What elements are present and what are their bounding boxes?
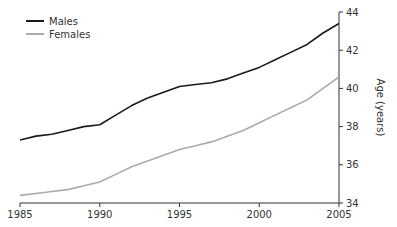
chart: 1985 1990 1995 2000 200534 36 38 40 42 44 Age (yea… xyxy=(0,0,397,227)
y-tick xyxy=(339,12,343,13)
legend-label: Males xyxy=(49,16,78,27)
y-axis-line xyxy=(339,12,340,203)
plot-area xyxy=(20,23,339,195)
legend: Males Females xyxy=(26,16,90,40)
x-tick xyxy=(20,203,21,207)
y-tick xyxy=(339,164,343,165)
x-tick-label: 2005 xyxy=(326,209,351,220)
y-tick-label: 36 xyxy=(346,159,359,170)
y-tick-label: 38 xyxy=(346,121,359,132)
x-tick xyxy=(179,203,180,207)
x-tick xyxy=(339,203,340,207)
y-tick xyxy=(339,50,343,51)
y-tick xyxy=(339,203,343,204)
series-line xyxy=(20,77,339,195)
x-tick-label: 1995 xyxy=(167,209,192,220)
legend-swatch xyxy=(26,20,44,22)
x-tick-label: 1990 xyxy=(87,209,112,220)
y-tick-label: 40 xyxy=(346,83,359,94)
y-tick xyxy=(339,126,343,127)
x-tick-label: 1985 xyxy=(7,209,32,220)
legend-label: Females xyxy=(49,29,90,40)
y-tick-label: 42 xyxy=(346,45,359,56)
y-tick-label: 44 xyxy=(346,7,359,18)
x-tick-label: 2000 xyxy=(247,209,272,220)
x-tick xyxy=(259,203,260,207)
series-line xyxy=(20,23,339,140)
y-axis-label: Age (years) xyxy=(375,79,386,137)
legend-swatch xyxy=(26,33,44,35)
y-tick xyxy=(339,88,343,89)
x-tick xyxy=(99,203,100,207)
y-tick-label: 34 xyxy=(346,198,359,209)
